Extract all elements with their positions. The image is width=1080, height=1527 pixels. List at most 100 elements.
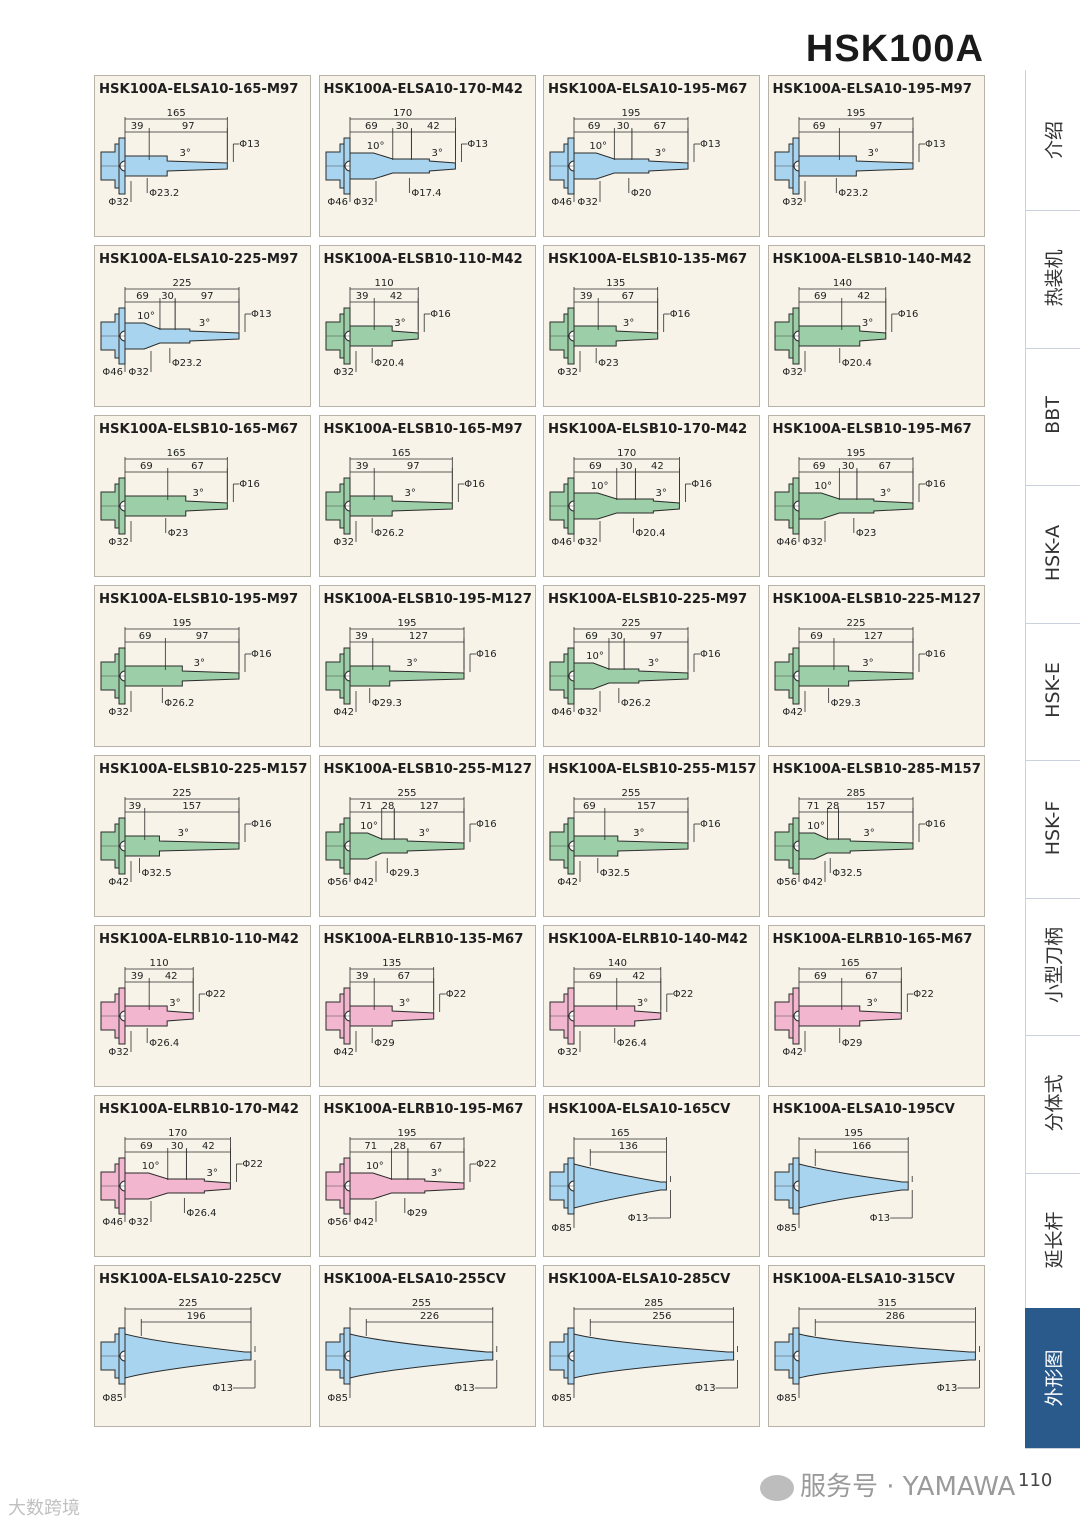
diameter-label: Φ32 — [557, 367, 578, 378]
dim-segment-label: 42 — [427, 121, 440, 132]
shrink-body — [573, 1005, 662, 1027]
product-card: HSK100A-ELSA10-195CV 195 166 Φ13 Φ85 — [767, 1095, 985, 1257]
side-tab-label: 分体式 — [1043, 1073, 1065, 1132]
shrink-body — [573, 325, 659, 347]
tool-holder-drawing: 255 71 28 127 3° 10° Φ16 Φ56 Φ42 Φ29.3 — [325, 788, 496, 888]
side-tab-label: 延长杆 — [1043, 1211, 1065, 1269]
product-card: HSK100A-ELSB10-135-M67 135 39 67 3° Φ16 Φ32 Φ23 — [543, 245, 760, 407]
diameter-label: Φ32 — [577, 537, 598, 548]
diameter-label: Φ56 — [776, 877, 797, 888]
side-tab[interactable]: HSK-E — [1025, 620, 1080, 761]
dim-total-label: 165 — [391, 448, 410, 459]
product-card: HSK100A-ELSB10-225-M127 225 69 127 3° Φ16 Φ42 Φ… — [767, 585, 985, 747]
side-tab[interactable]: 热装机 — [1025, 208, 1080, 349]
page-title: HSK100A — [805, 28, 984, 70]
diameter-label: Φ42 — [782, 707, 803, 718]
taper-angle-label: 3° — [862, 658, 873, 669]
side-tab[interactable]: HSK-A — [1025, 483, 1080, 624]
product-code: HSK100A-ELSA10-195-M97 — [772, 82, 972, 97]
tip-diameter-label: Φ22 — [205, 989, 226, 1000]
shrink-body — [573, 152, 689, 180]
side-tab[interactable]: 延长杆 — [1025, 1170, 1080, 1311]
product-code: HSK100A-ELSB10-195-M97 — [99, 592, 299, 607]
diameter-label: Φ42 — [108, 877, 129, 888]
tip-diameter-label: Φ16 — [700, 819, 721, 830]
product-code: HSK100A-ELSA10-225-M97 — [99, 252, 299, 267]
diameter-label: Φ42 — [353, 877, 374, 888]
product-code: HSK100A-ELSB10-255-M157 — [548, 762, 757, 777]
product-code: HSK100A-ELSB10-285-M157 — [772, 762, 981, 777]
diameter-label: Φ32.5 — [600, 868, 630, 879]
shrink-body — [573, 1333, 735, 1379]
dim-segment-label: 42 — [857, 291, 870, 302]
diameter-label: Φ32 — [782, 367, 803, 378]
dim-segment-label: 42 — [632, 971, 645, 982]
product-code: HSK100A-ELSB10-135-M67 — [548, 252, 748, 267]
tool-holder-drawing: 135 39 67 3° Φ22 Φ42 Φ29 — [325, 958, 466, 1058]
dim-total-label: 110 — [150, 958, 169, 969]
diameter-label: Φ46 — [551, 707, 572, 718]
tip-diameter-label: Φ13 — [454, 1383, 475, 1394]
diameter-label: Φ17.4 — [411, 188, 441, 199]
dim-segment-label: 69 — [812, 121, 825, 132]
side-tab[interactable]: BBT — [1025, 345, 1080, 486]
diameter-label: Φ85 — [776, 1393, 797, 1404]
product-card: HSK100A-ELSB10-255-M157 255 69 157 3° Φ16 Φ42 Φ… — [543, 755, 760, 917]
product-code: HSK100A-ELSA10-315CV — [772, 1272, 955, 1287]
diameter-label: Φ32 — [128, 367, 149, 378]
diameter-label: Φ85 — [102, 1393, 123, 1404]
wechat-icon — [760, 1474, 794, 1501]
side-tab[interactable]: 外形图 — [1025, 1307, 1080, 1449]
dim-total-label: 255 — [397, 788, 416, 799]
diameter-label: Φ32 — [782, 197, 803, 208]
tip-diameter-label: Φ22 — [673, 989, 694, 1000]
diameter-label: Φ85 — [327, 1393, 348, 1404]
tip-diameter-label: Φ13 — [700, 139, 721, 150]
dim-segment-label: 69 — [814, 291, 827, 302]
diameter-label: Φ20.4 — [635, 528, 665, 539]
dim-total-label: 140 — [832, 278, 851, 289]
product-card: HSK100A-ELSA10-165-M97 165 39 97 3° Φ13 Φ32 Φ23… — [94, 75, 311, 237]
product-card: HSK100A-ELRB10-170-M42 170 69 30 42 3° 10° Φ22 Φ… — [94, 1095, 311, 1257]
diameter-label: Φ29 — [406, 1208, 427, 1219]
dim-segment-label: 28 — [826, 801, 839, 812]
dim-total-label: 315 — [877, 1298, 896, 1309]
holder-base — [100, 477, 131, 535]
diameter-label: Φ20.4 — [374, 358, 404, 369]
side-tab[interactable]: HSK-F — [1025, 758, 1080, 899]
cone-angle-label: 10° — [366, 1161, 384, 1172]
dim-total-label: 195 — [846, 108, 865, 119]
dim-segment-label: 166 — [852, 1141, 871, 1152]
tip-diameter-label: Φ22 — [242, 1159, 263, 1170]
holder-base — [549, 817, 580, 875]
dim-total-label: 225 — [178, 1298, 197, 1309]
dim-segment-label: 256 — [652, 1311, 671, 1322]
dim-total-label: 165 — [167, 108, 186, 119]
dim-segment-label: 30 — [841, 461, 854, 472]
diameter-label: Φ32 — [333, 367, 354, 378]
taper-angle-label: 3° — [406, 658, 417, 669]
side-tab[interactable]: 介绍 — [1025, 70, 1080, 211]
dim-total-label: 285 — [846, 788, 865, 799]
holder-base — [325, 987, 355, 1045]
dim-segment-label: 69 — [585, 631, 598, 642]
tool-holder-drawing: 140 69 42 3° Φ22 Φ32 Φ26.4 — [549, 958, 694, 1058]
side-tab[interactable]: 小型刀柄 — [1025, 895, 1080, 1036]
product-code: HSK100A-ELRB10-195-M67 — [323, 1102, 524, 1117]
product-card: HSK100A-ELSA10-255CV 255 226 Φ13 Φ85 — [318, 1265, 536, 1427]
product-code: HSK100A-ELRB10-110-M42 — [99, 932, 299, 947]
diameter-label: Φ26.2 — [621, 698, 651, 709]
tool-holder-drawing: 285 256 Φ13 Φ85 — [549, 1298, 739, 1404]
diameter-label: Φ42 — [782, 1047, 803, 1058]
side-tab[interactable]: 分体式 — [1025, 1033, 1080, 1174]
product-code: HSK100A-ELSB10-165-M67 — [99, 422, 299, 437]
cone-angle-label: 10° — [360, 821, 378, 832]
holder-base — [325, 307, 355, 365]
dim-segment-label: 69 — [810, 631, 823, 642]
tip-diameter-label: Φ13 — [936, 1383, 957, 1394]
product-code: HSK100A-ELSA10-195CV — [772, 1102, 955, 1117]
product-card: HSK100A-ELSA10-315CV 315 286 Φ13 Φ85 — [767, 1265, 985, 1427]
taper-angle-label: 3° — [199, 318, 210, 329]
product-card: HSK100A-ELSB10-110-M42 110 39 42 3° Φ16 Φ32 Φ20… — [318, 245, 536, 407]
dim-total-label: 135 — [606, 278, 625, 289]
